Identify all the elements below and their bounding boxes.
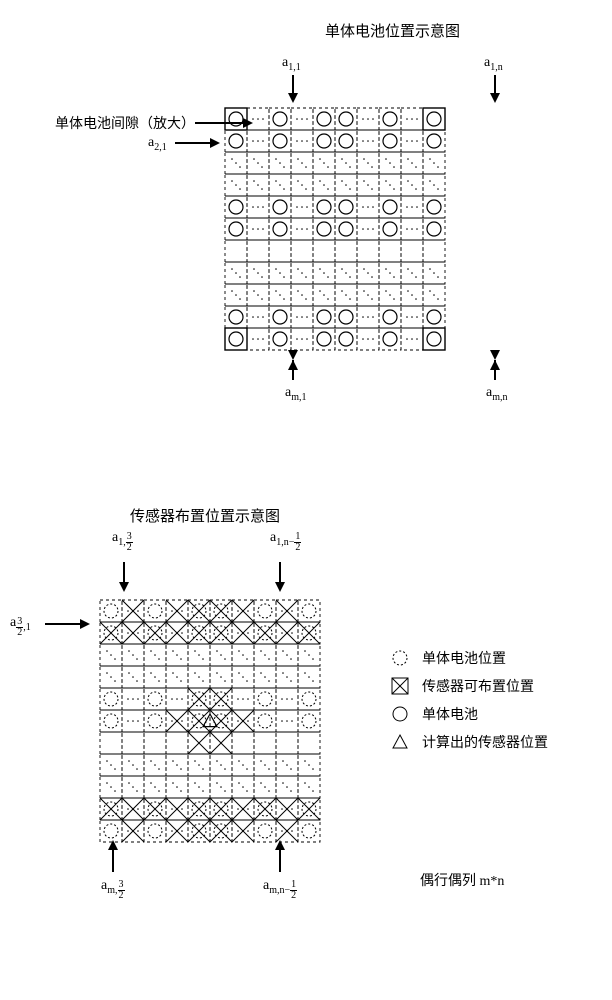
legend: 单体电池位置 传感器可布置位置 单体电池 计算出的传感器位置 bbox=[390, 648, 548, 760]
label-a-1-n-half: a1,n− 1 2 bbox=[270, 530, 301, 553]
a21-text: a2,1 bbox=[148, 135, 167, 150]
a11-text: a1,1 bbox=[282, 55, 301, 70]
label-a21: a2,1 bbox=[148, 135, 167, 153]
amn-text: am,n bbox=[486, 385, 508, 400]
legend-text-3: 计算出的传感器位置 bbox=[422, 732, 548, 752]
page-root: 单体电池位置示意图 a1,1 a1,n 单体电池间隙（放大） a2,1 a bbox=[0, 0, 612, 1000]
legend-solid-circle-icon bbox=[390, 704, 412, 724]
label-a-1-n-half-text: a1,n− 1 2 bbox=[270, 530, 301, 553]
gap-label: 单体电池间隙（放大） bbox=[55, 113, 195, 133]
bottom-grid bbox=[90, 590, 332, 854]
label-a11: a1,1 bbox=[282, 55, 301, 73]
legend-triangle-icon bbox=[390, 732, 412, 752]
legend-text-0: 单体电池位置 bbox=[422, 648, 506, 668]
label-a-3over2-1-text: a 3 2 ,1 bbox=[10, 615, 31, 638]
legend-row-3: 计算出的传感器位置 bbox=[390, 732, 548, 752]
top-grid bbox=[215, 98, 457, 362]
legend-text-1: 传感器可布置位置 bbox=[422, 676, 534, 696]
legend-text-2: 单体电池 bbox=[422, 704, 478, 724]
legend-row-1: 传感器可布置位置 bbox=[390, 676, 548, 696]
label-a-m-3over2-text: am, 3 2 bbox=[101, 878, 125, 901]
legend-row-0: 单体电池位置 bbox=[390, 648, 548, 668]
note-bottom: 偶行偶列 m*n bbox=[420, 870, 504, 890]
label-a-1-3over2: a1, 3 2 bbox=[112, 530, 133, 553]
legend-xcross-icon bbox=[390, 676, 412, 696]
a1n-text: a1,n bbox=[484, 55, 503, 70]
label-amn: am,n bbox=[486, 385, 508, 403]
label-am1: am,1 bbox=[285, 385, 307, 403]
legend-row-2: 单体电池 bbox=[390, 704, 548, 724]
label-a-m-3over2: am, 3 2 bbox=[101, 878, 125, 901]
title-top: 单体电池位置示意图 bbox=[325, 20, 460, 41]
label-a-m-n-half-text: am,n− 1 2 bbox=[263, 878, 297, 901]
label-a-m-n-half: am,n− 1 2 bbox=[263, 878, 297, 901]
label-a-3over2-1: a 3 2 ,1 bbox=[10, 615, 31, 638]
title-bottom: 传感器布置位置示意图 bbox=[130, 505, 280, 526]
am1-text: am,1 bbox=[285, 385, 307, 400]
legend-dashed-circle-icon bbox=[390, 648, 412, 668]
label-a1n: a1,n bbox=[484, 55, 503, 73]
label-a-1-3over2-text: a1, 3 2 bbox=[112, 530, 133, 553]
